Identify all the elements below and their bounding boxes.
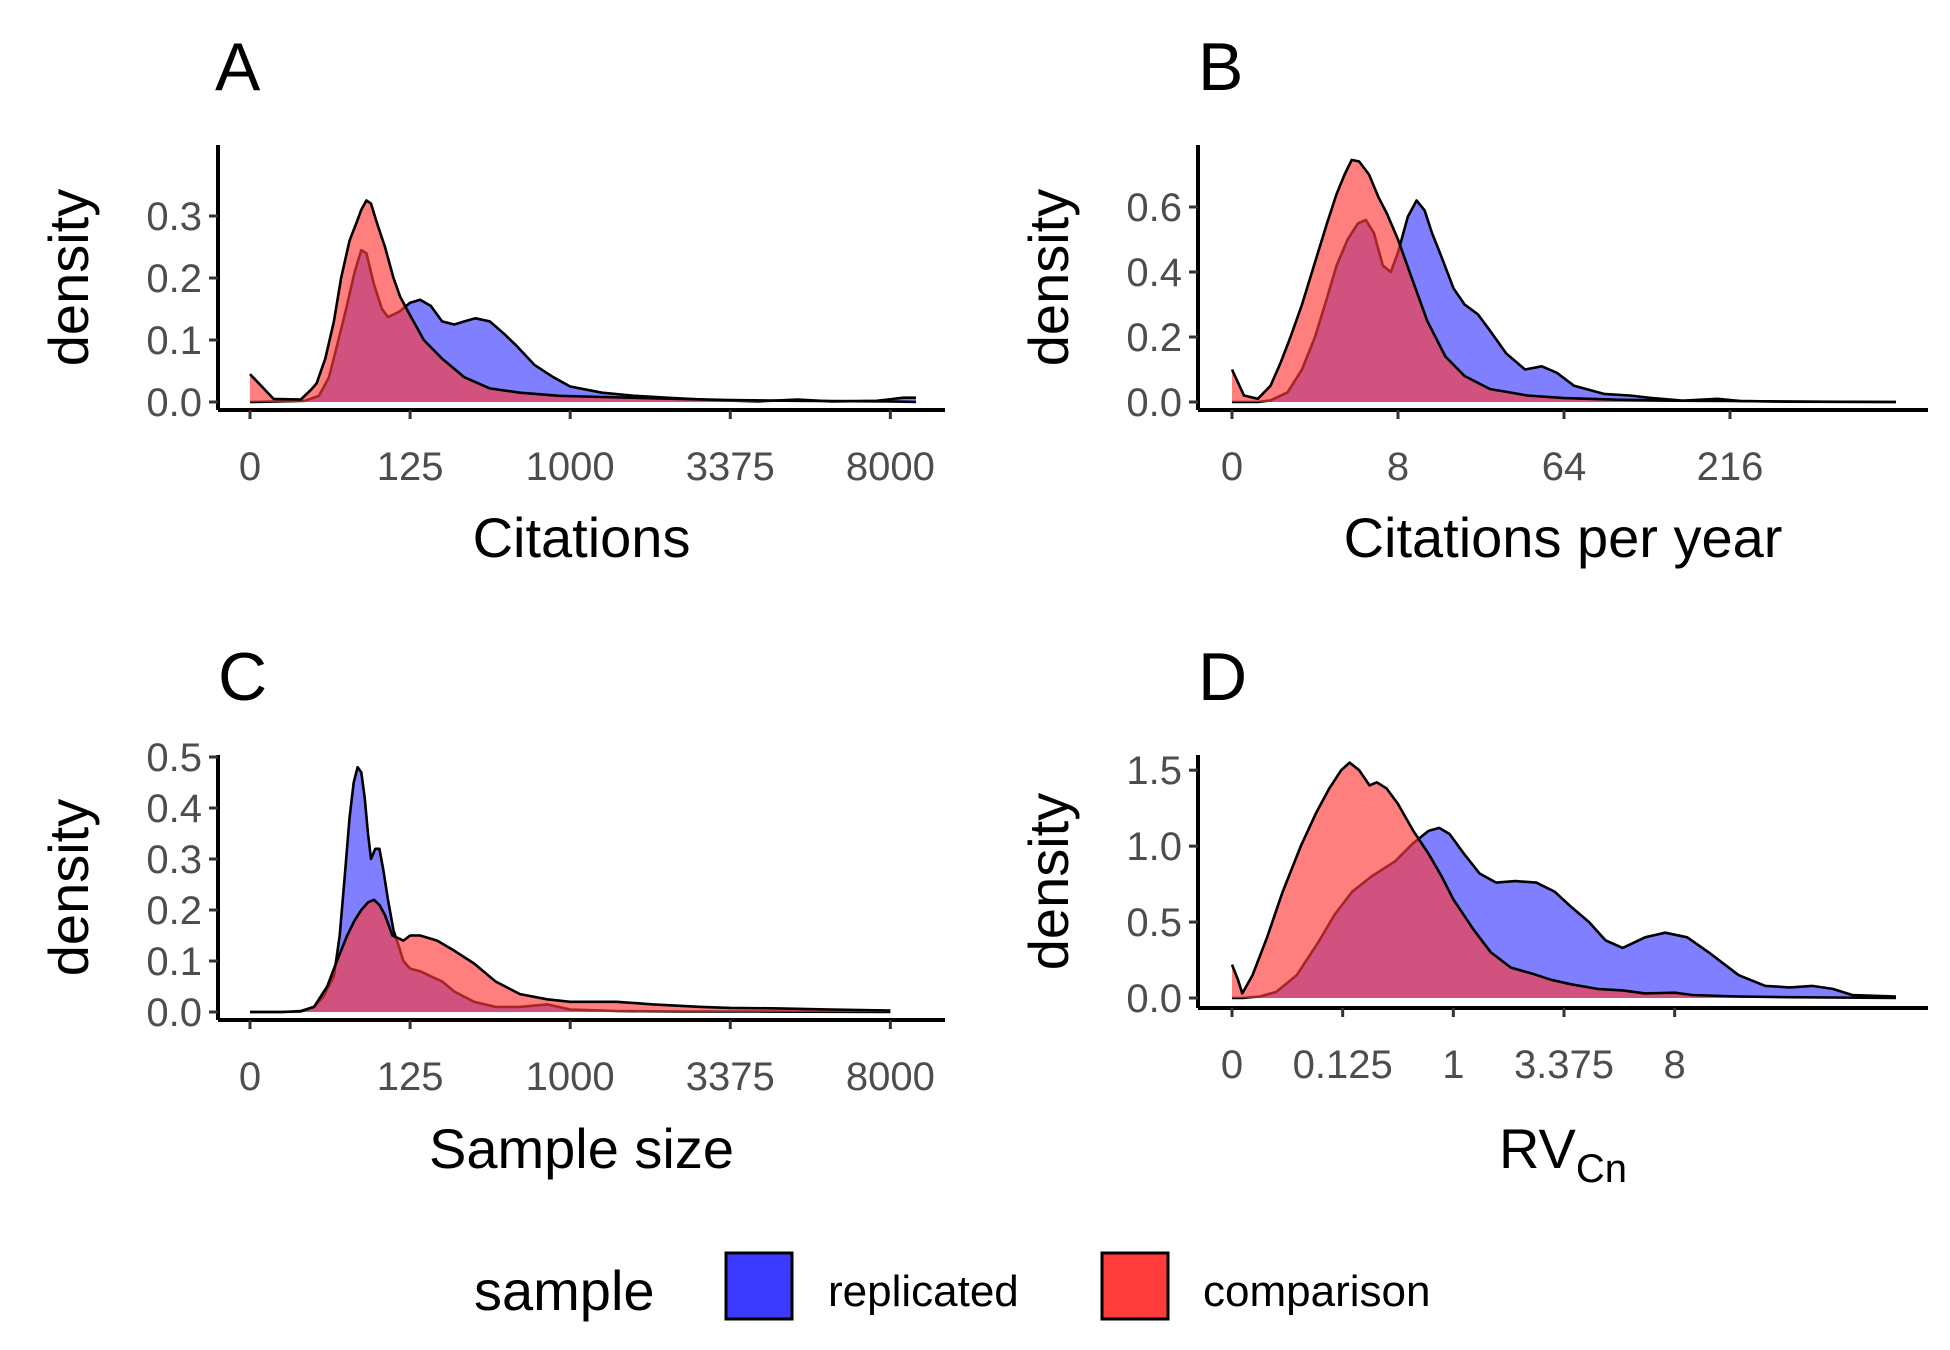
density-area-comparison-d [1232, 762, 1896, 998]
x-tick-label: 216 [1697, 445, 1764, 489]
y-tick-label: 0.0 [1126, 977, 1182, 1021]
density-line-comparison-c [250, 898, 891, 1014]
x-tick-label: 1 [1442, 1043, 1464, 1087]
y-tick-label: 0.0 [146, 381, 202, 425]
panels: 0.00.10.20.30 125 1000 3375 8000AdensityCita… [37, 29, 1928, 1191]
x-tick-label: 8000 [846, 1055, 935, 1099]
x-tick-label: 125 [377, 445, 444, 489]
legend: sample replicated comparison [474, 1251, 1430, 1322]
y-tick-label: 0.0 [1126, 381, 1182, 425]
panel-tag-c: C [218, 639, 267, 715]
x-tick-label: 0 [1221, 445, 1243, 489]
x-tick-label: 1000 [526, 445, 615, 489]
y-tick-label: 0.5 [1126, 901, 1182, 945]
legend-label-comparison: comparison [1203, 1267, 1430, 1316]
y-tick-label: 0.5 [146, 736, 202, 780]
x-tick-label: 0 [239, 445, 261, 489]
y-axis-title-a: density [37, 189, 100, 366]
x-tick-label: 8000 [846, 445, 935, 489]
density-line-comparison-d [1230, 761, 1897, 1000]
legend-swatch-comparison [1100, 1251, 1170, 1321]
y-tick-label: 0.0 [146, 991, 202, 1035]
y-tick-label: 1.0 [1126, 825, 1182, 869]
x-axis-title-text: Sample size [429, 1117, 734, 1180]
density-area-comparison-a [250, 200, 916, 402]
x-tick-label: 3375 [686, 1055, 775, 1099]
y-tick-label: 0.3 [146, 838, 202, 882]
panel-c: 0.0 0.1 0.2 0.3 0.4 0.5 0 125 1000 3375 8000 Cdensi… [37, 639, 945, 1180]
x-tick-label: 3.375 [1514, 1043, 1614, 1087]
x-axis-title-c: Sample size [429, 1117, 734, 1180]
y-tick-label: 1.5 [1126, 749, 1182, 793]
density-area-replicated-c [250, 767, 891, 1012]
x-axis-title-text: Citations [473, 506, 691, 569]
y-axis-title-b: density [1017, 189, 1080, 366]
legend-label-replicated: replicated [828, 1267, 1019, 1316]
x-axis-title-d: RVCn [1499, 1117, 1627, 1191]
x-axis-title-subscript: Cn [1576, 1147, 1627, 1191]
density-line-comparison-b [1230, 158, 1897, 404]
density-area-comparison-c [250, 899, 891, 1012]
y-tick-label: 0.3 [146, 195, 202, 239]
x-tick-label: 1000 [526, 1055, 615, 1099]
density-line-comparison-a [249, 199, 917, 404]
y-axis-title-c: density [37, 799, 100, 976]
x-tick-label: 0 [239, 1055, 261, 1099]
y-tick-label: 0.2 [146, 257, 202, 301]
x-tick-label: 0.125 [1293, 1043, 1393, 1087]
legend-swatch-replicated [724, 1251, 794, 1321]
x-axis-title-a: Citations [473, 506, 691, 569]
x-tick-label: 125 [377, 1055, 444, 1099]
x-tick-label: 3375 [686, 445, 775, 489]
y-tick-label: 0.4 [1126, 251, 1182, 295]
density-area-comparison-b [1232, 159, 1896, 402]
x-axis-title-b: Citations per year [1344, 506, 1783, 569]
legend-title: sample [474, 1259, 655, 1322]
y-tick-label: 0.2 [1126, 316, 1182, 360]
y-tick-label: 0.4 [146, 787, 202, 831]
y-tick-label: 0.6 [1126, 186, 1182, 230]
x-tick-label: 0 [1221, 1043, 1243, 1087]
y-tick-label: 0.2 [146, 889, 202, 933]
panel-tag-b: B [1198, 29, 1243, 105]
y-tick-label: 0.1 [146, 940, 202, 984]
x-tick-label: 64 [1542, 445, 1587, 489]
y-axis-title-d: density [1017, 793, 1080, 970]
x-axis-title-text: RV [1499, 1117, 1576, 1180]
x-axis-title-text: Citations per year [1344, 506, 1783, 569]
y-tick-label: 0.1 [146, 319, 202, 363]
panel-tag-a: A [215, 29, 261, 105]
x-tick-label: 8 [1387, 445, 1409, 489]
panel-tag-d: D [1198, 639, 1247, 715]
x-tick-label: 8 [1664, 1043, 1686, 1087]
